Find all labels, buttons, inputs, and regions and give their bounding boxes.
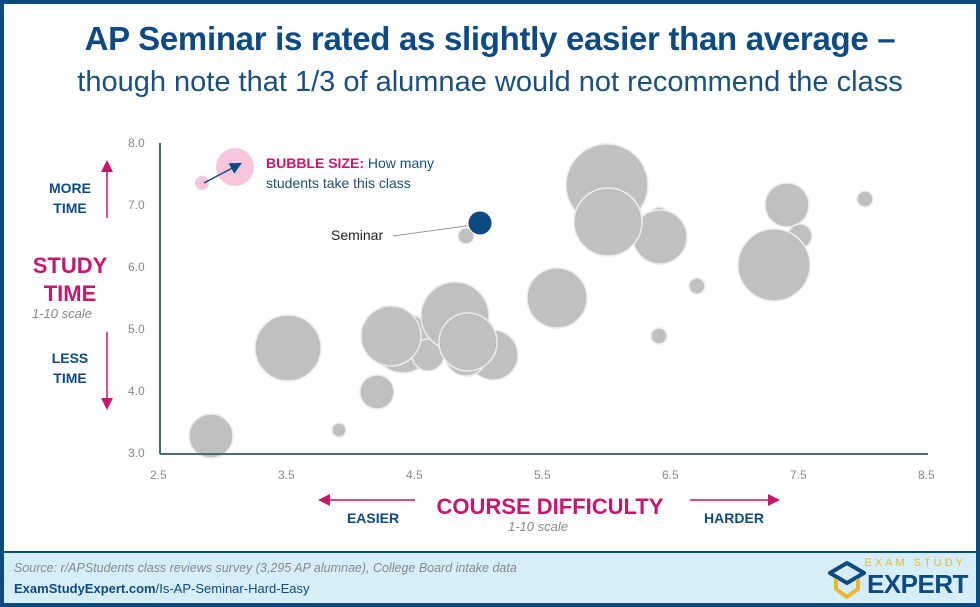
seminar-leader-line — [392, 223, 481, 237]
x-tick: 7.5 — [790, 468, 807, 482]
graduation-cap-icon — [828, 561, 866, 599]
less-time-line1: LESS — [51, 350, 89, 366]
y-tick: 5.0 — [128, 322, 145, 336]
bubble-size-legend: BUBBLE SIZE: How many students take this… — [266, 153, 434, 193]
chart-subtitle: though note that 1/3 of alumnae would no… — [77, 66, 903, 98]
source-link-domain: ExamStudyExpert.com — [14, 581, 156, 596]
easier-label: EASIER — [346, 510, 400, 526]
seminar-label: Seminar — [331, 227, 384, 243]
more-time-line2: TIME — [53, 200, 87, 216]
seminar-bubble — [467, 210, 493, 236]
x-tick: 6.5 — [662, 468, 679, 482]
x-tick: 2.5 — [150, 468, 167, 482]
y-axis-title: STUDY TIME — [25, 252, 115, 308]
logo-bottom-text: EXPERT — [866, 569, 969, 599]
source-note: Source: r/APStudents class reviews surve… — [14, 561, 517, 575]
bubble-size-legend-text2: students take this class — [266, 175, 411, 191]
harder-label: HARDER — [704, 510, 764, 526]
bubble-size-legend-label: BUBBLE SIZE: — [266, 155, 364, 171]
y-tick: 7.0 — [128, 198, 145, 212]
x-tick: 5.5 — [534, 468, 551, 482]
y-tick: 8.0 — [128, 136, 145, 150]
more-time-label: MORE TIME — [40, 178, 100, 218]
source-link-path: /Is-AP-Seminar-Hard-Easy — [155, 581, 310, 596]
x-tick: 3.5 — [278, 468, 295, 482]
y-axis-title-line1: STUDY — [32, 253, 108, 278]
x-axis-title: COURSE DIFFICULTY — [436, 494, 664, 519]
y-axis-title-line2: TIME — [43, 281, 97, 306]
chart-title: AP Seminar is rated as slightly easier t… — [84, 20, 896, 57]
y-tick: 6.0 — [128, 260, 145, 274]
y-tick: 3.0 — [128, 446, 145, 460]
y-axis-scale-note: 1-10 scale — [32, 306, 92, 321]
x-tick: 4.5 — [406, 468, 423, 482]
less-time-label: LESS TIME — [40, 348, 100, 388]
x-axis-scale-note: 1-10 scale — [508, 519, 568, 534]
x-tick: 8.5 — [918, 468, 935, 482]
y-tick: 4.0 — [128, 384, 145, 398]
legend-small-bubble-icon — [195, 176, 209, 190]
less-time-line2: TIME — [53, 370, 87, 386]
legend-arrow-icon — [203, 162, 242, 184]
logo-top-text: EXAM STUDY — [864, 557, 966, 569]
source-link[interactable]: ExamStudyExpert.com/Is-AP-Seminar-Hard-E… — [14, 581, 309, 596]
bubbles — [188, 143, 874, 459]
bubble-size-legend-text1: How many — [367, 155, 435, 171]
more-time-line1: MORE — [49, 180, 91, 196]
footer: Source: r/APStudents class reviews surve… — [4, 551, 976, 603]
